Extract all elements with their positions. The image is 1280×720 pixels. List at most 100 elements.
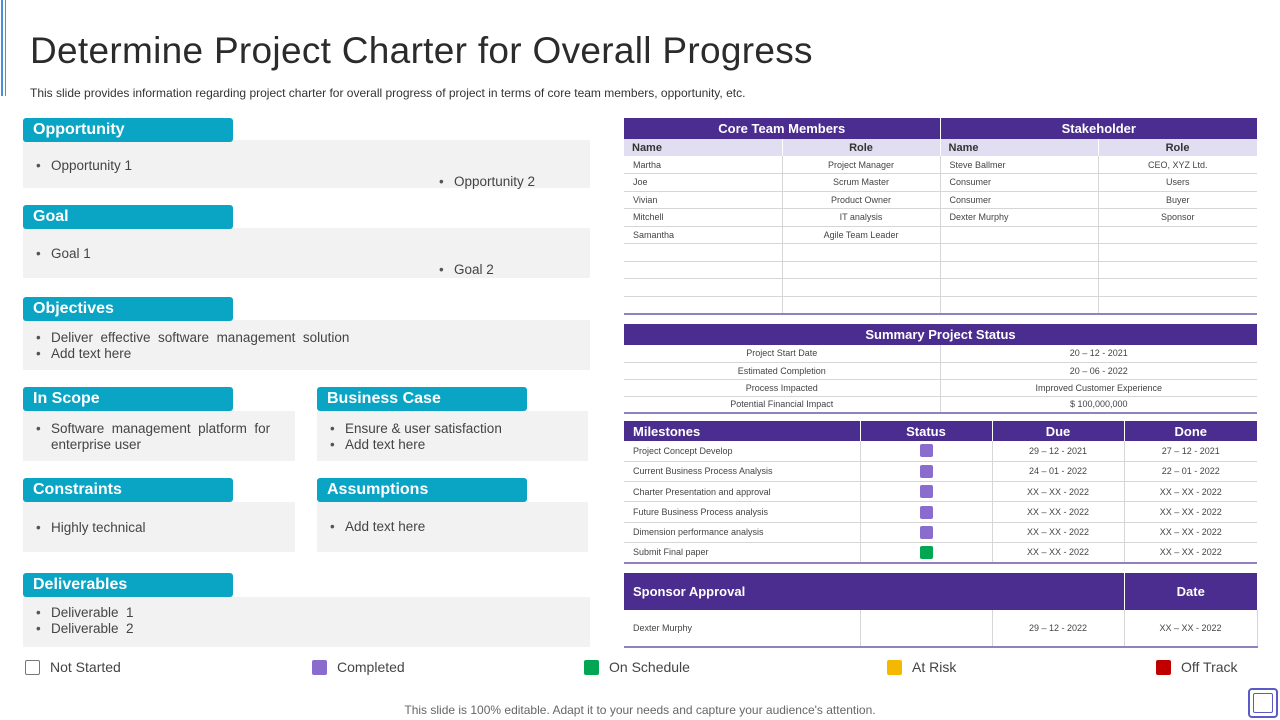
table-cell: Buyer xyxy=(1098,191,1258,209)
milestone-status-cell xyxy=(860,481,993,503)
table-cell xyxy=(1098,261,1258,279)
table-row: Current Business Process Analysis 24 – 01… xyxy=(624,461,1257,483)
table-row: Martha Project Manager Steve Ballmer CEO, X… xyxy=(624,156,1258,174)
table-row: Dimension performance analysis XX – XX - … xyxy=(624,522,1257,543)
list-item-text: enterprise user xyxy=(51,437,142,452)
table-cell xyxy=(940,226,1099,244)
milestone-name-cell: Future Business Process analysis xyxy=(624,501,861,523)
table-cell: Consumer xyxy=(940,191,1099,209)
business-case-heading: Business Case xyxy=(317,387,527,411)
footer-note: This slide is 100% editable. Adapt it to… xyxy=(404,703,876,717)
assumptions-panel: Add text here xyxy=(317,502,588,552)
milestone-status-cell xyxy=(860,542,993,564)
table-row xyxy=(624,261,1258,279)
constraints-heading: Constraints xyxy=(23,478,233,502)
milestone-due-cell: XX – XX - 2022 xyxy=(992,542,1125,564)
table-cell xyxy=(782,261,941,279)
opportunity-panel: Opportunity 1 Opportunity 2 xyxy=(23,140,590,190)
not-started-swatch-icon xyxy=(25,659,40,675)
table-cell: Mitchell xyxy=(624,208,783,227)
core-team-table: Core Team Members Stakeholder Name Role … xyxy=(624,118,1258,315)
list-item: Goal 1 xyxy=(33,246,600,262)
list-item: Opportunity 1 xyxy=(33,158,600,174)
summary-label-cell: Process Impacted xyxy=(624,379,941,397)
table-row: Potential Financial Impact $ 100,000,000 xyxy=(624,396,1257,414)
table-row xyxy=(624,278,1258,297)
table-cell xyxy=(782,278,941,297)
milestone-status-cell xyxy=(860,461,993,483)
milestone-due-cell: XX – XX - 2022 xyxy=(992,501,1125,523)
column-header-milestones: Milestones xyxy=(624,421,861,441)
sponsor-approval-header: Sponsor Approval xyxy=(624,573,1125,610)
summary-value-cell: Improved Customer Experience xyxy=(940,379,1257,397)
stakeholder-header: Stakeholder xyxy=(940,118,1258,139)
table-row: Mitchell IT analysis Dexter Murphy Sponsor xyxy=(624,208,1258,227)
milestone-name-cell: Current Business Process Analysis xyxy=(624,461,861,483)
completed-swatch-icon xyxy=(312,659,327,675)
column-header-role: Role xyxy=(782,139,941,156)
milestone-status-cell xyxy=(860,522,993,543)
slide-corner-icon xyxy=(1248,688,1278,718)
at-risk-swatch-icon xyxy=(887,659,902,675)
table-cell xyxy=(624,278,783,297)
table-cell xyxy=(1098,296,1258,314)
table-row: Joe Scrum Master Consumer Users xyxy=(624,173,1258,192)
summary-status-table: Summary Project Status Project Start Dat… xyxy=(624,324,1257,414)
milestone-due-cell: 29 – 12 - 2021 xyxy=(992,441,1125,462)
table-cell: Samantha xyxy=(624,226,783,244)
table-row xyxy=(624,296,1258,314)
table-cell xyxy=(1098,226,1258,244)
list-item: Deliverable 2 xyxy=(33,621,134,637)
milestone-done-cell: XX – XX - 2022 xyxy=(1124,481,1257,503)
table-cell: Scrum Master xyxy=(782,173,941,192)
table-cell xyxy=(940,243,1099,262)
date-header: Date xyxy=(1124,573,1258,610)
business-case-panel: Ensure & user satisfaction Add text here xyxy=(317,411,588,461)
list-item: Software management platform for xyxy=(33,421,270,437)
goal-heading: Goal xyxy=(23,205,233,229)
table-cell xyxy=(624,261,783,279)
table-cell: Agile Team Leader xyxy=(782,226,941,244)
milestone-done-cell: 22 – 01 - 2022 xyxy=(1124,461,1257,483)
assumptions-heading: Assumptions xyxy=(317,478,527,502)
table-row: Samantha Agile Team Leader xyxy=(624,226,1258,244)
column-header-name: Name xyxy=(940,139,1099,156)
table-cell xyxy=(782,296,941,314)
on-schedule-swatch-icon xyxy=(584,659,599,675)
table-cell: Dexter Murphy xyxy=(940,208,1099,227)
status-square-icon xyxy=(919,525,933,539)
legend-label: Off Track xyxy=(1181,659,1238,675)
milestone-due-cell: XX – XX - 2022 xyxy=(992,481,1125,503)
table-cell: Project Manager xyxy=(782,156,941,174)
sponsor-name-cell: Dexter Murphy xyxy=(624,610,861,648)
page-subtitle: This slide provides information regardin… xyxy=(30,86,746,100)
in-scope-heading: In Scope xyxy=(23,387,233,411)
legend-on-schedule: On Schedule xyxy=(584,659,690,675)
summary-label-cell: Project Start Date xyxy=(624,345,941,363)
milestone-status-cell xyxy=(860,441,993,462)
table-row: Estimated Completion 20 – 06 - 2022 xyxy=(624,362,1257,380)
milestone-done-cell: XX – XX - 2022 xyxy=(1124,542,1257,564)
column-header-status: Status xyxy=(860,421,993,441)
legend-not-started: Not Started xyxy=(25,659,121,675)
table-cell: Consumer xyxy=(940,173,1099,192)
table-cell: IT analysis xyxy=(782,208,941,227)
legend-off-track: Off Track xyxy=(1156,659,1238,675)
page-title: Determine Project Charter for Overall Pr… xyxy=(30,30,813,71)
list-item: Highly technical xyxy=(33,520,146,536)
table-cell: Joe xyxy=(624,173,783,192)
legend-label: Not Started xyxy=(50,659,121,675)
table-row: Project Concept Develop 29 – 12 - 2021 27 … xyxy=(624,441,1257,462)
milestone-name-cell: Dimension performance analysis xyxy=(624,522,861,543)
status-square-icon xyxy=(919,485,933,499)
summary-value-cell: $ 100,000,000 xyxy=(940,396,1257,414)
milestone-name-cell: Submit Final paper xyxy=(624,542,861,564)
legend-label: Completed xyxy=(337,659,405,675)
table-cell: Product Owner xyxy=(782,191,941,209)
table-cell: Users xyxy=(1098,173,1258,192)
opportunity-heading: Opportunity xyxy=(23,118,233,142)
table-row: Submit Final paper XX – XX - 2022 XX – XX … xyxy=(624,542,1257,564)
table-cell xyxy=(940,278,1099,297)
sponsor-approval-table: Sponsor Approval Date Dexter Murphy 29 –… xyxy=(624,573,1258,648)
column-header-done: Done xyxy=(1124,421,1257,441)
